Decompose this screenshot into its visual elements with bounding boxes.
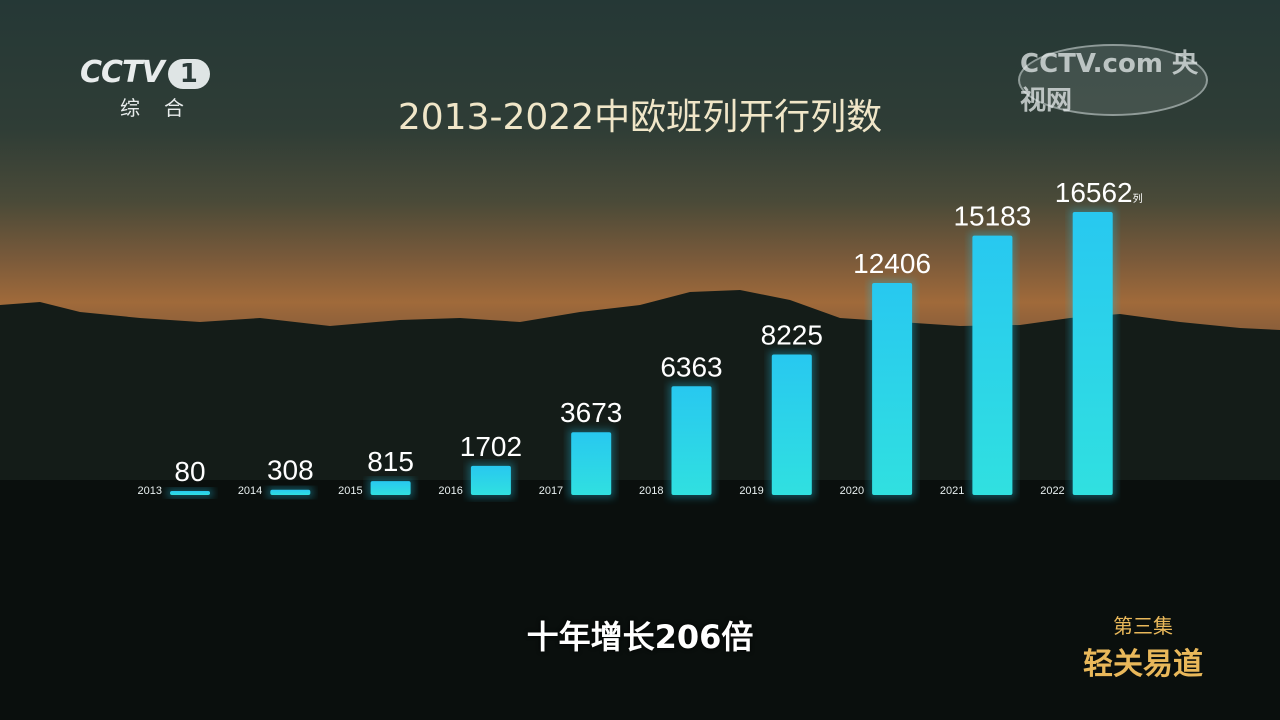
bar-2018: [671, 386, 712, 495]
episode-badge: 第三集 轻关易道: [1068, 610, 1218, 683]
episode-number: 第三集: [1113, 614, 1173, 638]
year-label-2016: 2016: [438, 485, 462, 497]
bar-2016: [470, 465, 511, 495]
bar-2020: [872, 283, 913, 495]
bar-2015: [370, 481, 411, 495]
bar-2021: [972, 235, 1013, 495]
value-label-2022: 16562列: [1055, 177, 1143, 208]
year-label-2021: 2021: [940, 485, 964, 497]
value-label-2020: 12406: [853, 248, 931, 279]
bar-2022: [1072, 212, 1113, 495]
cctv1-logo: CCTV 1 综合: [80, 55, 210, 121]
logo-text: CCTV: [80, 55, 165, 90]
year-label-2018: 2018: [639, 485, 663, 497]
value-label-2017: 3673: [560, 397, 622, 428]
value-label-2016: 1702: [460, 431, 522, 462]
value-label-2014: 308: [267, 455, 314, 486]
bar-2017: [571, 432, 612, 495]
year-label-2020: 2020: [840, 485, 864, 497]
year-label-2014: 2014: [238, 485, 262, 497]
year-label-2017: 2017: [539, 485, 563, 497]
value-label-2015: 815: [367, 446, 414, 477]
value-label-2018: 6363: [660, 351, 722, 382]
year-label-2019: 2019: [739, 485, 763, 497]
year-label-2015: 2015: [338, 485, 362, 497]
value-label-2019: 8225: [761, 319, 823, 350]
unit-label: 列: [1133, 192, 1143, 205]
year-label-2013: 2013: [138, 485, 162, 497]
bar-2019: [771, 354, 812, 495]
bar-2013: [170, 491, 210, 495]
year-label-2022: 2022: [1040, 485, 1064, 497]
episode-title: 轻关易道: [1083, 647, 1203, 682]
bar-2014: [270, 489, 311, 495]
chart-title: 2013-2022中欧班列开行列数: [397, 97, 883, 138]
value-label-2021: 15183: [953, 201, 1031, 232]
value-label-2013: 80: [174, 456, 205, 487]
logo-subtitle: 综合: [120, 96, 208, 120]
logo-number: 1: [167, 59, 210, 89]
subtitle-caption: 十年增长206倍: [526, 618, 754, 656]
